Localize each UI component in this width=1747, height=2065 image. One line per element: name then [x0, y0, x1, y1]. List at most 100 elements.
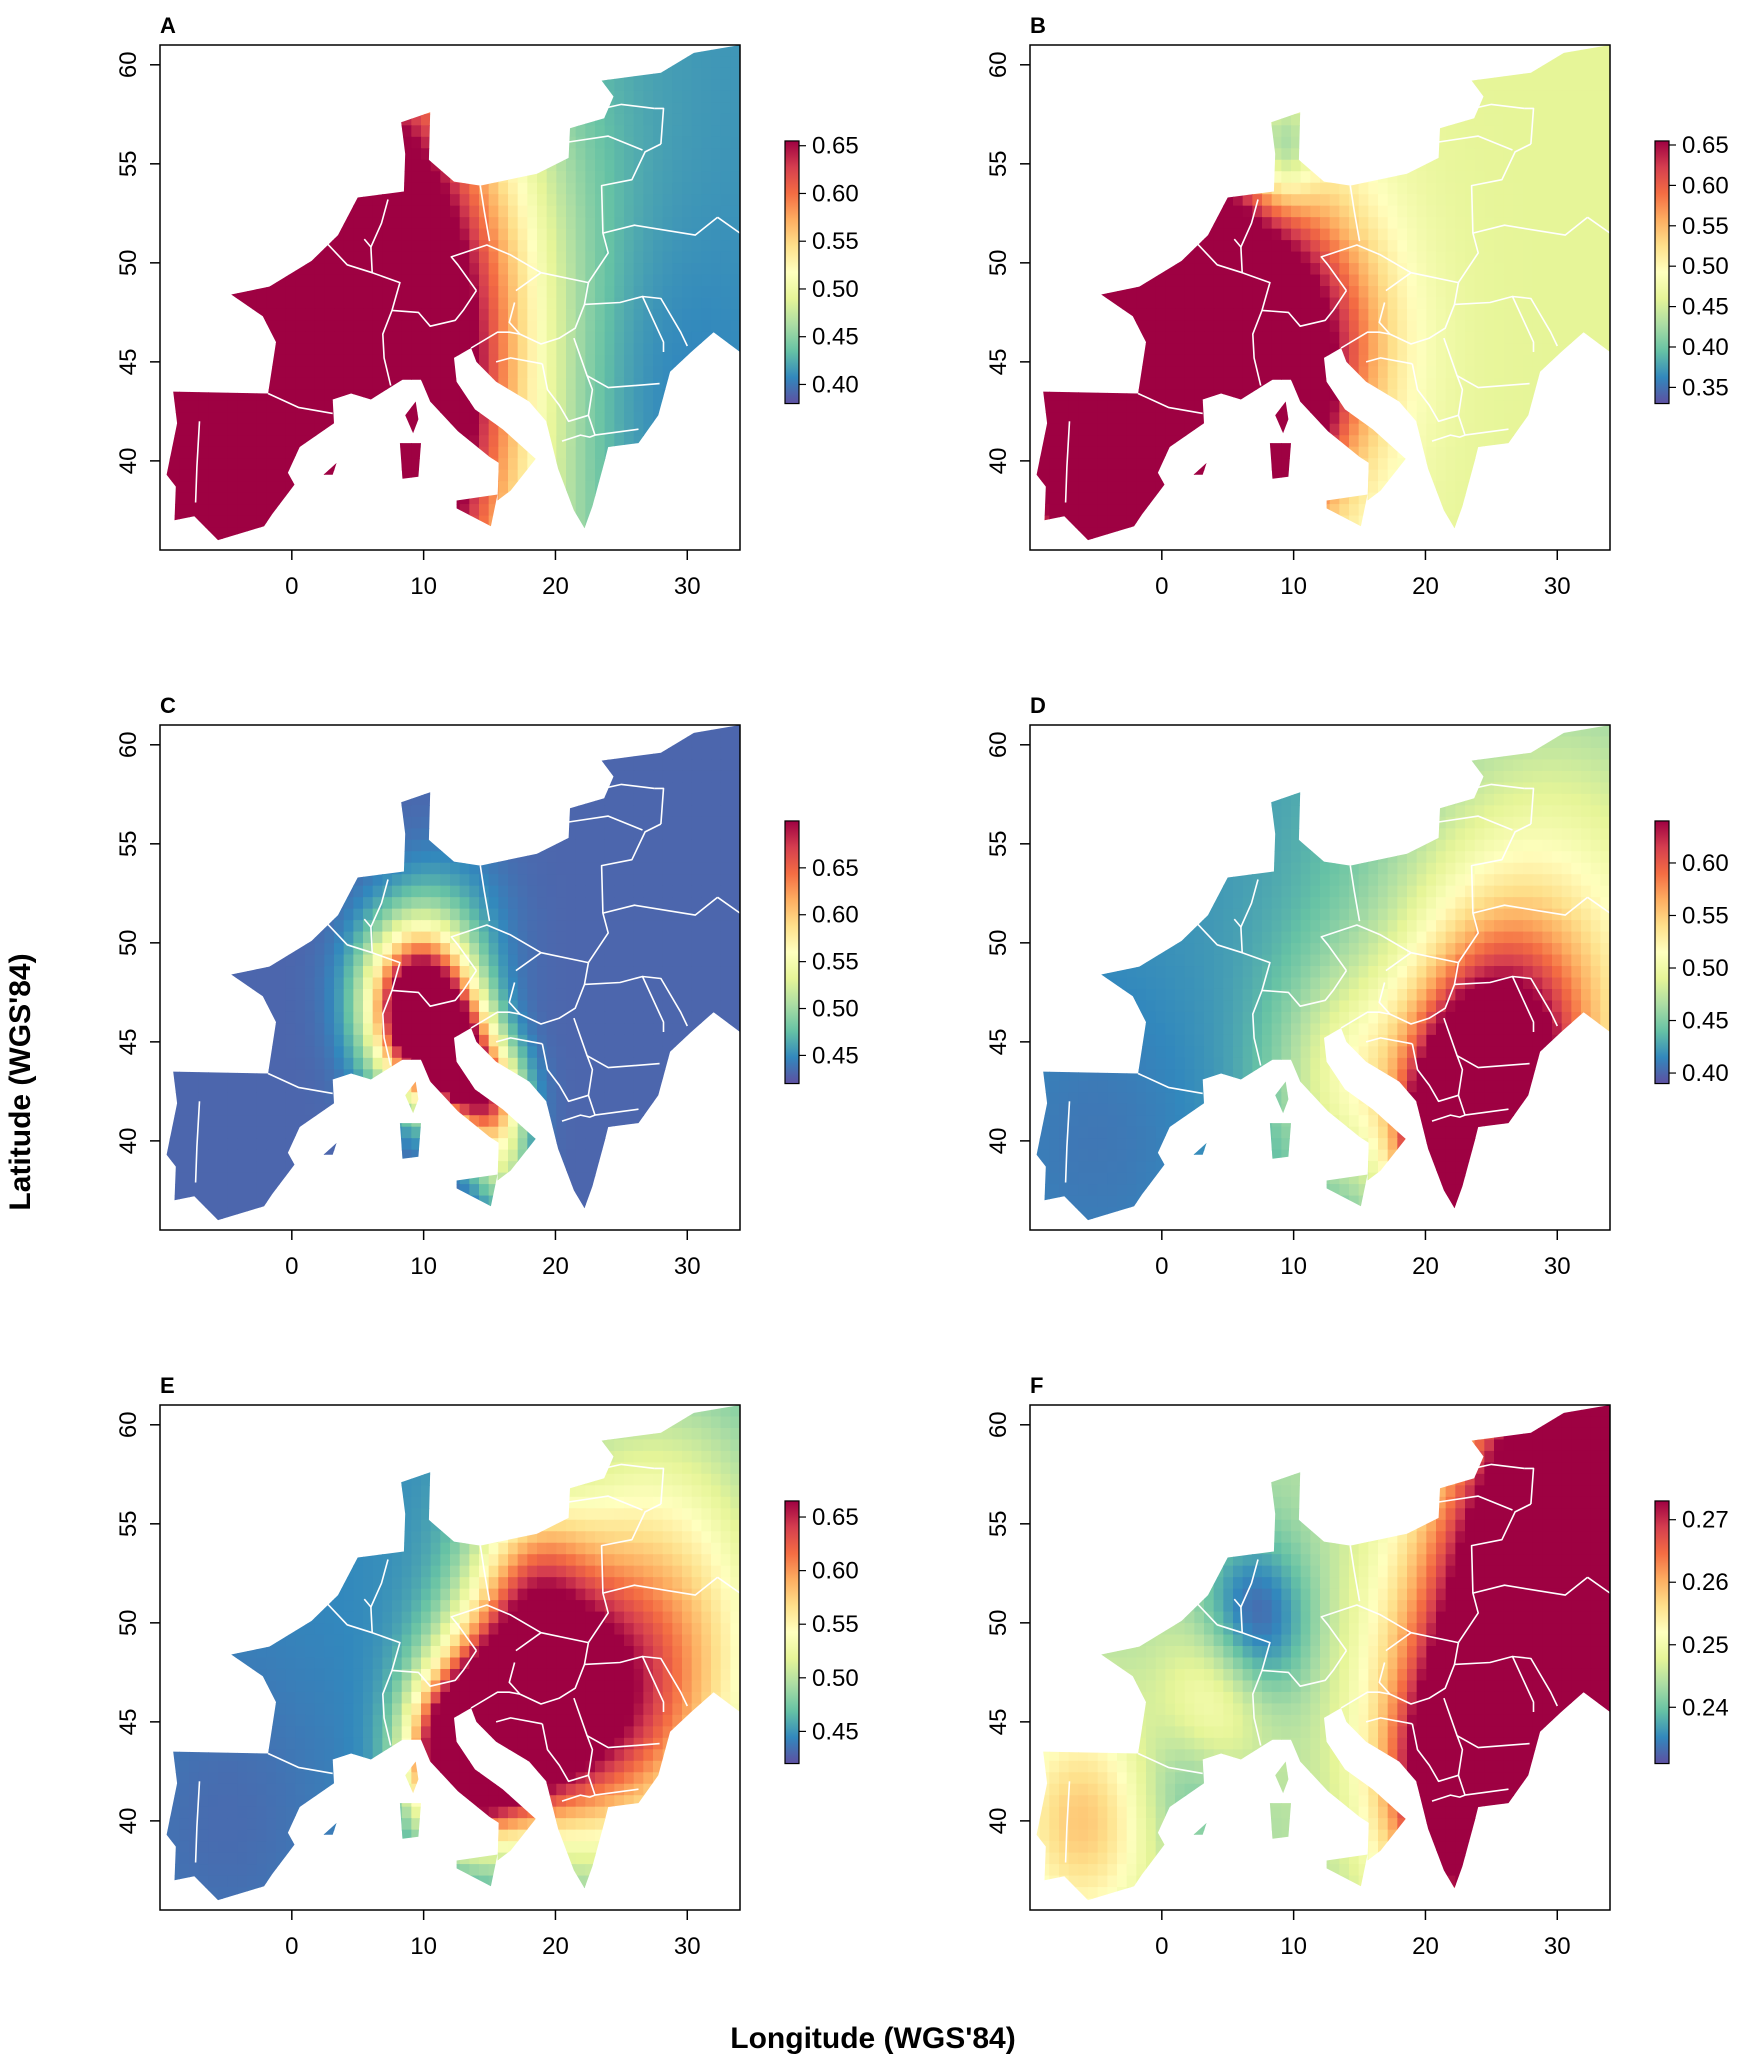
heat-cell [382, 125, 393, 138]
heat-cell [247, 389, 258, 402]
heat-cell [179, 228, 190, 241]
heat-cell [1233, 446, 1244, 459]
heat-cell [198, 481, 209, 494]
heat-cell [295, 79, 306, 92]
heat-cell [1223, 458, 1234, 471]
heat-cell [1484, 400, 1495, 413]
heat-cell [1291, 377, 1302, 390]
heat-cell [1445, 446, 1456, 459]
heat-cell [343, 458, 354, 471]
heat-cell [227, 481, 238, 494]
heat-cell [227, 113, 238, 126]
heat-cell [1223, 79, 1234, 92]
heat-cell [1416, 205, 1427, 218]
heat-cell [1165, 171, 1176, 184]
heat-cell [575, 286, 586, 299]
heat-cell [1581, 389, 1592, 402]
heat-cell [237, 56, 248, 69]
heat-cell [585, 423, 596, 436]
heat-cell [1378, 90, 1389, 103]
heat-cell [1397, 113, 1408, 126]
heat-cell [411, 171, 422, 184]
heat-cell [546, 251, 557, 264]
heat-cell [1407, 102, 1418, 115]
heat-cell [334, 159, 345, 172]
heat-cell [508, 400, 519, 413]
heat-cell [1494, 308, 1505, 322]
heat-cell [1436, 423, 1447, 436]
heat-cell [266, 435, 277, 448]
heat-cell [1552, 435, 1563, 448]
heat-cell [218, 148, 229, 161]
heat-cell [189, 228, 200, 241]
heat-cell [1387, 79, 1398, 92]
heat-cell [179, 205, 190, 218]
heat-cell [672, 113, 683, 126]
heat-cell [1146, 412, 1157, 425]
heat-cell [527, 297, 538, 310]
heat-cell [1378, 251, 1389, 264]
heat-cell [353, 286, 364, 299]
heat-cell [1387, 228, 1398, 241]
heat-cell [1523, 90, 1534, 103]
heat-cell [324, 527, 335, 540]
heat-cell [1262, 343, 1273, 356]
heat-cell [247, 354, 258, 367]
heat-cell [1494, 366, 1505, 379]
heat-cell [1291, 79, 1302, 92]
heat-cell [1036, 102, 1041, 115]
heat-cell [189, 79, 200, 92]
heat-cell [1252, 400, 1263, 413]
heat-cell [459, 102, 470, 115]
heat-cell [1146, 297, 1157, 310]
heat-cell [1523, 423, 1534, 436]
heat-cell [653, 251, 664, 264]
heat-cell [227, 527, 238, 540]
heat-cell [227, 389, 238, 402]
heat-cell [585, 354, 596, 367]
heat-cell [166, 538, 171, 551]
heat-cell [653, 205, 664, 218]
heat-cell [1088, 194, 1099, 207]
heat-cell [1068, 331, 1079, 345]
heat-cell [247, 217, 258, 230]
heat-cell [614, 263, 625, 276]
heat-cell [1397, 274, 1408, 287]
heat-cell [585, 113, 596, 126]
heat-cell [189, 308, 200, 322]
heat-cell [363, 159, 374, 172]
heat-cell [1320, 79, 1331, 92]
heat-cell [382, 217, 393, 230]
heat-cell [1590, 240, 1601, 253]
heat-cell [1078, 366, 1089, 379]
heat-cell [595, 331, 606, 345]
heat-cell [1068, 400, 1079, 413]
heat-cell [276, 446, 287, 459]
heat-cell [1039, 435, 1050, 448]
heat-cell [256, 45, 267, 58]
heat-cell [1233, 79, 1244, 92]
heat-cell [1571, 79, 1582, 92]
heat-cell [1078, 412, 1089, 425]
heat-cell [527, 171, 538, 184]
heat-cell [1194, 308, 1205, 322]
heat-cell [1513, 194, 1524, 207]
border-line [642, 295, 689, 347]
heat-cell [1262, 159, 1273, 172]
heat-cell [691, 45, 702, 58]
heat-cell [401, 354, 412, 367]
heat-cell [1078, 435, 1089, 448]
heat-cell [314, 423, 325, 436]
heat-cell [730, 45, 741, 58]
heat-cell [1271, 113, 1282, 126]
heat-cell [614, 469, 625, 482]
heat-cell [585, 527, 596, 540]
heat-cell [1117, 56, 1128, 69]
heat-cell [1397, 308, 1408, 322]
heat-cell [1581, 469, 1592, 482]
heat-cell [1503, 67, 1514, 81]
heat-cell [1561, 412, 1572, 425]
heat-cell [1513, 354, 1524, 367]
heat-cell [701, 240, 712, 253]
heat-cell [1329, 458, 1340, 471]
